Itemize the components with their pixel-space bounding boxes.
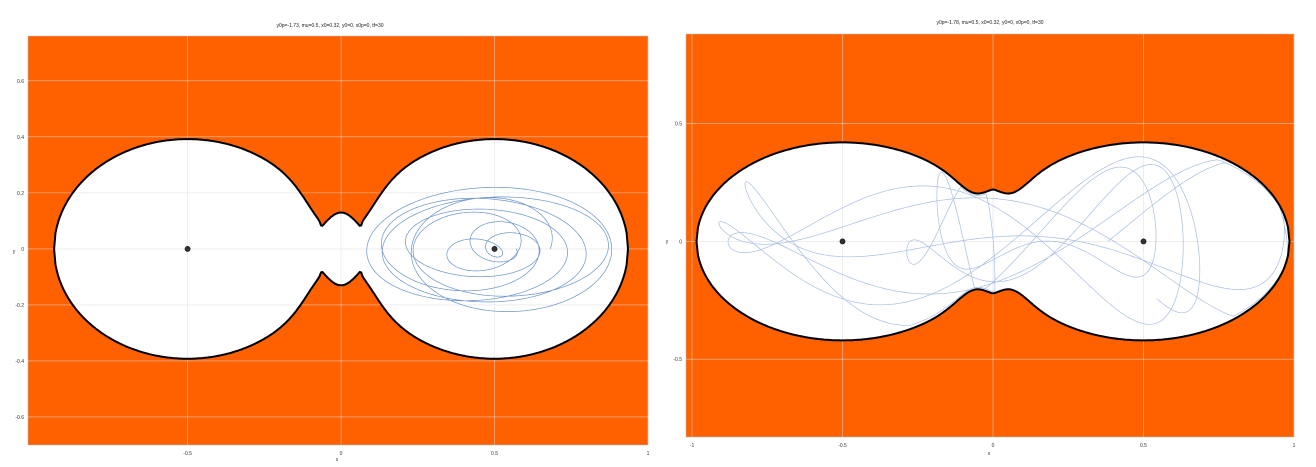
chart-left: y0p=-1.73, mu=0.5, x0=0.32, y0=0, x0p=0,… bbox=[13, 23, 650, 463]
chart-right-ylabel: y bbox=[666, 239, 669, 245]
chart-right-y-tick-label: 0.5 bbox=[675, 122, 682, 128]
chart-right-x-tick-label: -1 bbox=[690, 443, 695, 449]
chart-right-plot-frame bbox=[685, 33, 1295, 438]
chart-left-y-tick-label: 0.2 bbox=[17, 191, 24, 197]
chart-left-x-tick-label: -0.5 bbox=[183, 451, 192, 457]
chart-left-title: y0p=-1.73, mu=0.5, x0=0.32, y0=0, x0p=0,… bbox=[276, 23, 383, 29]
chart-left-x-tick-label: 0 bbox=[340, 451, 343, 457]
chart-right-boundary-curve bbox=[695, 141, 1291, 342]
chart-left-plot-frame bbox=[27, 35, 649, 446]
chart-right-y-tick-label: -0.5 bbox=[673, 357, 682, 363]
chart-left-primary-0 bbox=[184, 246, 191, 252]
chart-left-boundary-curve bbox=[53, 138, 630, 360]
chart-left-x-tick-label: 0.5 bbox=[491, 451, 498, 457]
chart-left-y-tick-label: -0.2 bbox=[15, 303, 24, 309]
chart-left-y-tick-label: 0.6 bbox=[17, 79, 24, 85]
chart-right-x-tick-label: 0.5 bbox=[1140, 443, 1147, 449]
chart-left-trajectory bbox=[366, 186, 613, 312]
chart-left-primary-1 bbox=[491, 246, 498, 252]
chart-left-ylabel: y bbox=[13, 249, 16, 255]
chart-right-primary-0 bbox=[839, 238, 846, 245]
chart-right-y-tick-label: 0 bbox=[679, 239, 682, 245]
chart-left-y-tick-label: -0.4 bbox=[15, 359, 24, 365]
chart-right-trajectory bbox=[718, 156, 1289, 326]
chart-right-title: y0p=-1.78, mu=0.5, x0=0.32, y0=0, x0p=0,… bbox=[936, 20, 1043, 26]
chart-left-y-tick-label: 0.4 bbox=[17, 135, 24, 141]
chart-right-x-tick-label: 1 bbox=[1293, 443, 1296, 449]
chart-right-x-tick-label: 0 bbox=[992, 443, 995, 449]
chart-right-x-tick-label: -0.5 bbox=[838, 443, 847, 449]
chart-left-y-tick-label: 0 bbox=[21, 247, 24, 253]
chart-right-xlabel: x bbox=[988, 451, 991, 457]
chart-left-xlabel: x bbox=[336, 457, 339, 463]
chart-right: y0p=-1.78, mu=0.5, x0=0.32, y0=0, x0p=0,… bbox=[666, 20, 1296, 457]
chart-right-primary-1 bbox=[1140, 238, 1147, 245]
chart-left-y-tick-label: -0.6 bbox=[15, 415, 24, 421]
chart-left-x-tick-label: 1 bbox=[647, 451, 650, 457]
